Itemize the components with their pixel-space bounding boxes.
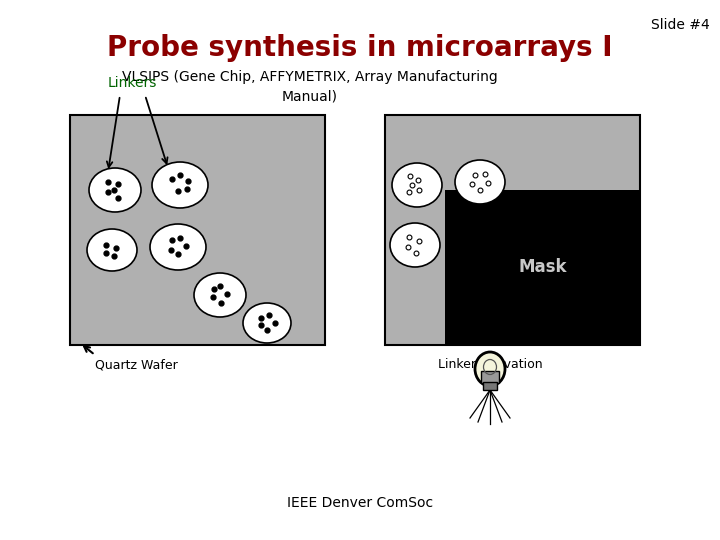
Text: Linker Activation: Linker Activation [438,358,542,371]
Bar [385,115,640,345]
Ellipse shape [150,224,206,270]
Bar [481,371,499,383]
Ellipse shape [89,168,141,212]
Ellipse shape [152,162,208,208]
Text: VLSIPS (Gene Chip, AFFYMETRIX, Array Manufacturing
Manual): VLSIPS (Gene Chip, AFFYMETRIX, Array Man… [122,70,498,104]
Bar [70,115,325,345]
Text: IEEE Denver ComSoc: IEEE Denver ComSoc [287,496,433,510]
Text: Quartz Wafer: Quartz Wafer [95,358,178,371]
Text: Slide #4: Slide #4 [652,18,710,32]
Bar [445,190,640,345]
Text: Mask: Mask [518,259,567,276]
Ellipse shape [243,303,291,343]
Ellipse shape [455,160,505,204]
Ellipse shape [390,223,440,267]
Text: Linkers: Linkers [108,76,158,90]
Ellipse shape [194,273,246,317]
Ellipse shape [87,229,137,271]
Text: Probe synthesis in microarrays I: Probe synthesis in microarrays I [107,34,613,62]
Ellipse shape [392,163,442,207]
Ellipse shape [475,352,505,386]
Bar [483,382,497,390]
